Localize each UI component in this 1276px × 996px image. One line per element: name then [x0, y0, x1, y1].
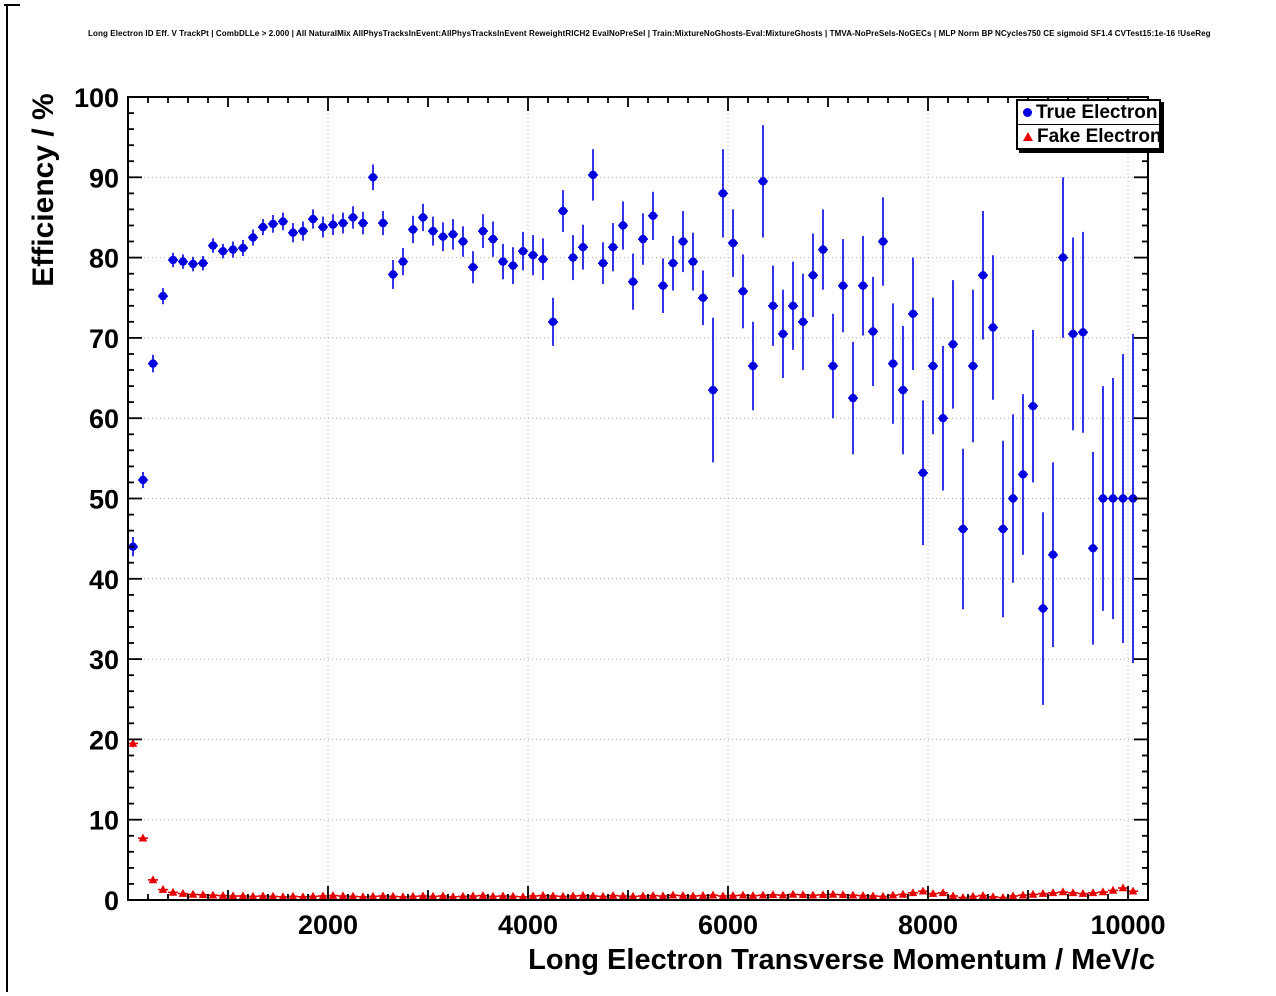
series-true-electron: [128, 125, 1138, 705]
grid-lines: [128, 97, 1148, 900]
canvas-frame-left: [6, 4, 8, 992]
series-fake-electron: [128, 738, 1138, 901]
x-axis-title: Long Electron Transverse Momentum / MeV/…: [528, 944, 1155, 976]
svg-text:50: 50: [89, 485, 119, 515]
true-electron-marker-icon: [1023, 108, 1032, 117]
svg-text:90: 90: [89, 163, 119, 193]
y-tick-labels: 0 10 20 30 40 50 60 70 80 90 100: [74, 83, 119, 916]
legend-item-true-electron: True Electron: [1018, 101, 1159, 124]
y-axis-title: Efficiency / %: [27, 93, 60, 287]
svg-text:8000: 8000: [898, 910, 958, 940]
svg-text:2000: 2000: [298, 910, 358, 940]
svg-text:100: 100: [74, 83, 119, 113]
svg-text:30: 30: [89, 645, 119, 675]
legend-label-fake-electron: Fake Electron: [1037, 125, 1162, 147]
svg-text:80: 80: [89, 244, 119, 274]
canvas-frame-top: [4, 4, 20, 6]
plot-title: Long Electron ID Eff. V TrackPt | CombDL…: [88, 29, 1211, 38]
svg-text:10000: 10000: [1090, 910, 1165, 940]
svg-text:20: 20: [89, 725, 119, 755]
svg-text:0: 0: [104, 886, 119, 916]
svg-text:10: 10: [89, 806, 119, 836]
svg-text:40: 40: [89, 565, 119, 595]
x-tick-labels: 2000 4000 6000 8000 10000: [298, 910, 1166, 940]
svg-text:60: 60: [89, 404, 119, 434]
svg-text:70: 70: [89, 324, 119, 354]
legend: True Electron Fake Electron: [1016, 99, 1162, 150]
svg-text:4000: 4000: [498, 910, 558, 940]
legend-item-fake-electron: Fake Electron: [1018, 124, 1162, 148]
fake-electron-marker-icon: [1023, 132, 1033, 141]
axis-ticks: [127, 96, 1149, 901]
legend-label-true-electron: True Electron: [1036, 101, 1158, 123]
svg-text:6000: 6000: [698, 910, 758, 940]
